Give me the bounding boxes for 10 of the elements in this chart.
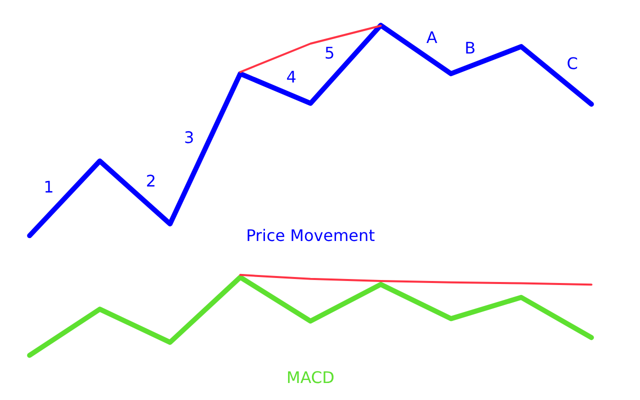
annotation: 4 [286,68,296,87]
annotation: B [464,38,476,58]
annotation: A [426,28,438,48]
annotation: 5 [324,43,335,62]
annotation: 1 [44,177,54,196]
annotation: 2 [146,171,156,190]
annotation: 3 [184,128,194,147]
annotation: C [566,54,578,73]
text: Price Movement [246,226,375,246]
text: MACD [286,368,334,387]
